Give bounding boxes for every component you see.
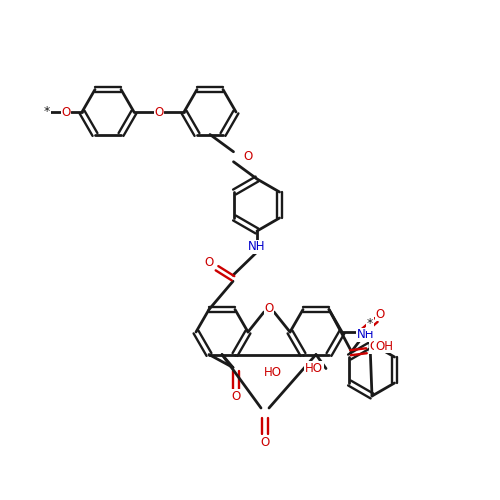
Text: O: O: [204, 256, 214, 268]
Text: O: O: [264, 302, 274, 314]
Text: OH: OH: [375, 340, 393, 352]
Text: *: *: [367, 318, 373, 330]
Text: HO: HO: [264, 366, 282, 379]
Text: *: *: [44, 104, 50, 118]
Text: O: O: [260, 436, 270, 448]
Text: NH: NH: [248, 240, 266, 254]
Text: O: O: [232, 390, 240, 403]
Text: O: O: [243, 150, 252, 164]
Text: O: O: [376, 308, 384, 320]
Text: NH: NH: [357, 328, 374, 341]
Text: O: O: [370, 340, 379, 353]
Text: O: O: [154, 106, 164, 118]
Text: HO: HO: [305, 362, 323, 375]
Text: O: O: [62, 106, 70, 118]
